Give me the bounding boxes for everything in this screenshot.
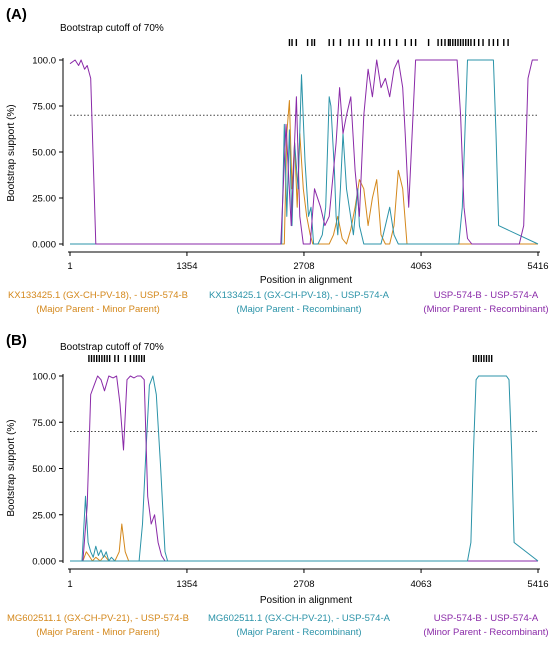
panel-b-legend-2-line1: MG602511.1 (GX-CH-PV-21), - USP-574-A <box>208 613 391 624</box>
panel-b-legend-2-line2: (Major Parent - Recombinant) <box>236 627 361 638</box>
panel-b: (B) Bootstrap cutoff of 70% 0.000 25.00 50… <box>6 332 549 638</box>
panel-b-legend-3-line2: (Minor Parent - Recombinant) <box>423 627 548 638</box>
panel-a-legend-3-line1: USP-574-B - USP-574-A <box>434 290 539 301</box>
panel-a-x-tick-label-4: 4063 <box>410 261 431 272</box>
panel-b-series <box>70 375 539 562</box>
panel-a-x-tick-label-1: 1 <box>67 261 72 272</box>
panel-a: (A) Bootstrap cutoff of 70% 0.000 25.00 50… <box>6 6 549 315</box>
panel-a-y-tick-label-3: 50.00 <box>32 148 56 159</box>
panel-b-series-orange <box>70 523 538 562</box>
panel-a-x-tick-label-3: 2708 <box>293 261 314 272</box>
panel-a-y-tick-label-2: 25.00 <box>32 194 56 205</box>
panel-b-series-teal-plateau <box>70 375 539 562</box>
panel-a-label: (A) <box>6 6 27 23</box>
panel-a-x-axis-title: Position in alignment <box>260 275 352 286</box>
panel-a-axes: 0.000 25.00 50.00 75.00 100.0 1 1354 2708 4063 54… <box>32 56 548 273</box>
panel-a-legend-1-line2: (Major Parent - Minor Parent) <box>36 304 160 315</box>
panel-a-series <box>69 59 539 245</box>
panel-b-label: (B) <box>6 332 27 349</box>
panel-b-x-tick-label-3: 2708 <box>293 579 314 590</box>
panel-a-breakpoint-ticks <box>288 39 509 46</box>
panel-b-x-tick-label-5: 5416 <box>527 579 548 590</box>
panel-a-y-tick-label-1: 0.000 <box>32 240 56 251</box>
panel-b-y-axis-title: Bootstrap support (%) <box>6 419 17 516</box>
panel-a-series-purple <box>69 59 538 245</box>
panel-b-series-purple <box>70 375 538 562</box>
panel-a-legend-3-line2: (Minor Parent - Recombinant) <box>423 304 548 315</box>
panel-b-x-axis-title: Position in alignment <box>260 595 352 606</box>
panel-b-legend-3-line1: USP-574-B - USP-574-A <box>434 613 539 624</box>
panel-a-legend-2-line2: (Major Parent - Recombinant) <box>236 304 361 315</box>
panel-b-x-tick-label-1: 1 <box>67 579 72 590</box>
panel-a-cutoff-label: Bootstrap cutoff of 70% <box>60 23 164 34</box>
panel-a-x-tick-label-5: 5416 <box>527 261 548 272</box>
panel-b-legend-1-line2: (Major Parent - Minor Parent) <box>36 627 160 638</box>
panel-a-x-tick-label-2: 1354 <box>176 261 197 272</box>
panel-b-legend-1-line1: MG602511.1 (GX-CH-PV-21), - USP-574-B <box>7 613 189 624</box>
panel-b-x-tick-label-4: 4063 <box>410 579 431 590</box>
panel-a-legend-2-line1: KX133425.1 (GX-CH-PV-18), - USP-574-A <box>209 290 390 301</box>
panel-a-series-orange <box>70 100 538 245</box>
panel-b-breakpoint-ticks <box>88 355 493 362</box>
panel-b-series-teal <box>70 375 538 562</box>
panel-b-axes: 0.000 25.00 50.00 75.00 100.0 1 1354 2708 4063 54… <box>32 372 548 591</box>
panel-a-legend-1-line1: KX133425.1 (GX-CH-PV-18), - USP-574-B <box>8 290 188 301</box>
panel-a-y-tick-label-5: 100.0 <box>32 56 56 67</box>
panel-a-y-axis-title: Bootstrap support (%) <box>6 104 17 201</box>
panel-b-y-tick-label-1: 0.000 <box>32 557 56 568</box>
panel-b-y-tick-label-4: 75.00 <box>32 418 56 429</box>
panel-b-cutoff-label: Bootstrap cutoff of 70% <box>60 342 164 353</box>
panel-b-y-tick-label-3: 50.00 <box>32 464 56 475</box>
panel-b-y-tick-label-2: 25.00 <box>32 510 56 521</box>
panel-b-x-tick-label-2: 1354 <box>176 579 197 590</box>
panel-b-y-tick-label-5: 100.0 <box>32 372 56 383</box>
panel-a-series-teal <box>70 59 539 245</box>
panel-a-y-tick-label-4: 75.00 <box>32 102 56 113</box>
